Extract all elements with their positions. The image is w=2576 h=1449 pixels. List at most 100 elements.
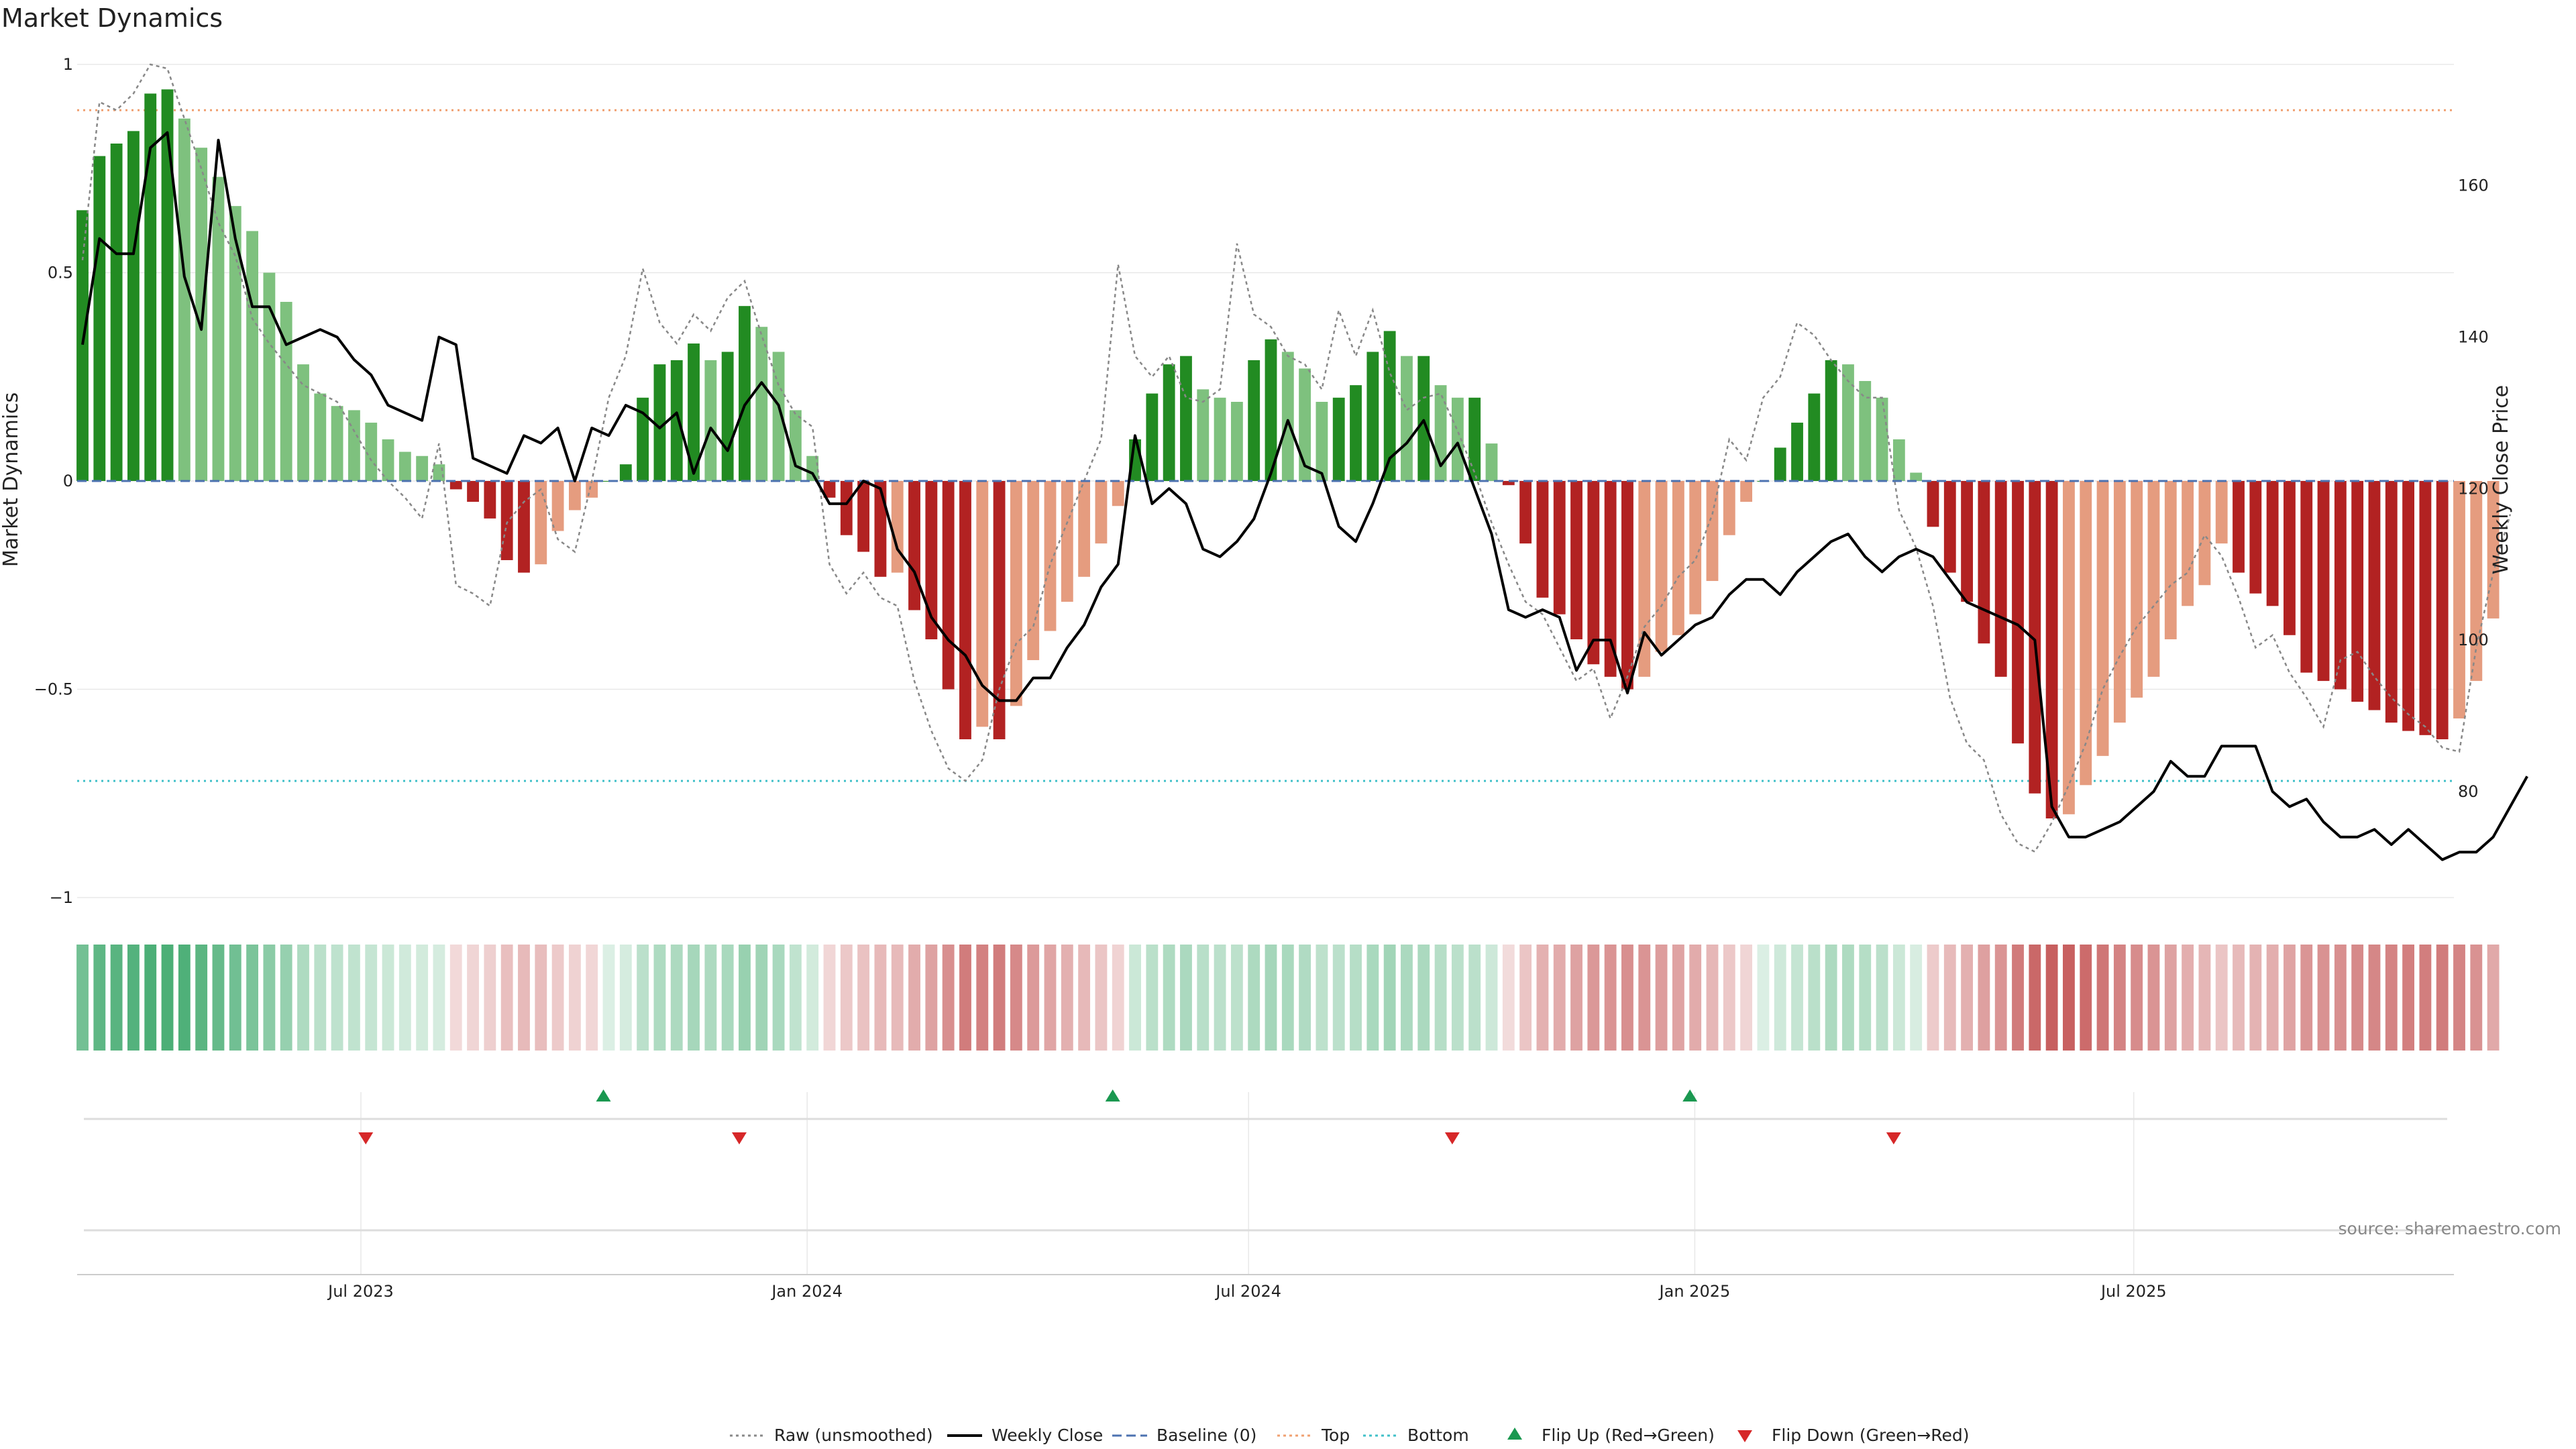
bar [653,364,666,481]
bar [1146,393,1159,481]
regime-cell [959,945,971,1051]
bar [1774,447,1786,481]
regime-cell [1417,945,1430,1051]
legend-label: Raw (unsmoothed) [774,1426,933,1445]
bar [1859,380,1872,481]
regime-cell [1248,945,1260,1051]
regime-cell [670,945,683,1051]
regime-cell [1502,945,1515,1051]
bar [398,451,411,481]
regime-cell [2113,945,2126,1051]
x-tick-label: Jul 2025 [2100,1282,2167,1301]
regime-cell [1943,945,1956,1051]
regime-cell [1129,945,1141,1051]
regime-cell [1265,945,1277,1051]
x-tick-label: Jul 2024 [1214,1282,1281,1301]
regime-cell [874,945,887,1051]
regime-cell [144,945,157,1051]
regime-cell [1536,945,1549,1051]
bar [1994,481,2007,677]
regime-cell [1451,945,1464,1051]
bar [1332,397,1345,481]
bar [2113,481,2126,723]
regime-cell [2470,945,2483,1051]
bar [2198,481,2211,586]
bar [1655,481,1668,652]
bar [1417,356,1430,481]
bar [178,118,191,482]
regime-cell [1163,945,1175,1051]
regime-cell [2284,945,2296,1051]
bar [1910,472,1923,481]
regime-cell [1638,945,1651,1051]
bar [347,410,360,481]
regime-cell [76,945,89,1051]
bar [2266,481,2279,606]
bar [1451,397,1464,481]
bar [1842,364,1854,481]
regime-cell [1316,945,1328,1051]
y-tick-label: 0 [63,472,73,490]
bar [1978,481,1990,644]
bar-series [76,89,2500,819]
bar [2233,481,2245,573]
bar [76,210,89,481]
bar [1519,481,1532,544]
legend-label: Flip Down (Green→Red) [1772,1426,1970,1445]
bar [1723,481,1735,535]
legend-label: Weekly Close [991,1426,1103,1445]
bar [670,360,683,481]
bar [1740,481,1753,502]
regime-cell [1061,945,1073,1051]
regime-cell [1468,945,1481,1051]
regime-cell [1978,945,1990,1051]
bar [1197,389,1210,481]
regime-cell [382,945,394,1051]
regime-cell [1383,945,1396,1051]
regime-cell [2351,945,2364,1051]
axes: 1 0.5 0 −0.5 −1 160 140 120 100 80 [34,55,2489,907]
bar [2402,481,2414,731]
flip-up-marker [1682,1089,1698,1102]
regime-cell [1859,945,1872,1051]
x-tick-label: Jul 2023 [327,1282,394,1301]
bar [959,481,971,740]
bar [449,481,462,490]
regime-cell [263,945,276,1051]
bar [1163,364,1175,481]
weekly-close-line [81,131,2528,861]
bar [1943,481,1956,573]
bar [891,481,904,573]
bar [1961,481,1974,602]
bar [993,481,1006,740]
bar [2012,481,2024,744]
regime-cell [2436,945,2449,1051]
bar [1570,481,1582,639]
regime-cell [704,945,717,1051]
bar [2164,481,2177,639]
bar [2182,481,2194,606]
regime-cell [1892,945,1905,1051]
bar [1876,397,1888,481]
bar [2131,481,2143,698]
regime-cell [1808,945,1821,1051]
bar [416,455,429,481]
bar [144,93,157,482]
bar [1366,352,1379,481]
regime-cell [739,945,751,1051]
regime-cell [891,945,904,1051]
regime-cell [518,945,530,1051]
regime-cell [229,945,241,1051]
bar [2249,481,2262,594]
bar [1638,481,1651,677]
bar [127,131,140,482]
regime-cell [2012,945,2024,1051]
regime-cell [1757,945,1770,1051]
regime-cell [2045,945,2058,1051]
regime-cell [568,945,581,1051]
regime-cell [1112,945,1124,1051]
bar [2334,481,2347,690]
bar [1027,481,1040,661]
regime-cell [721,945,734,1051]
regime-cell [347,945,360,1051]
